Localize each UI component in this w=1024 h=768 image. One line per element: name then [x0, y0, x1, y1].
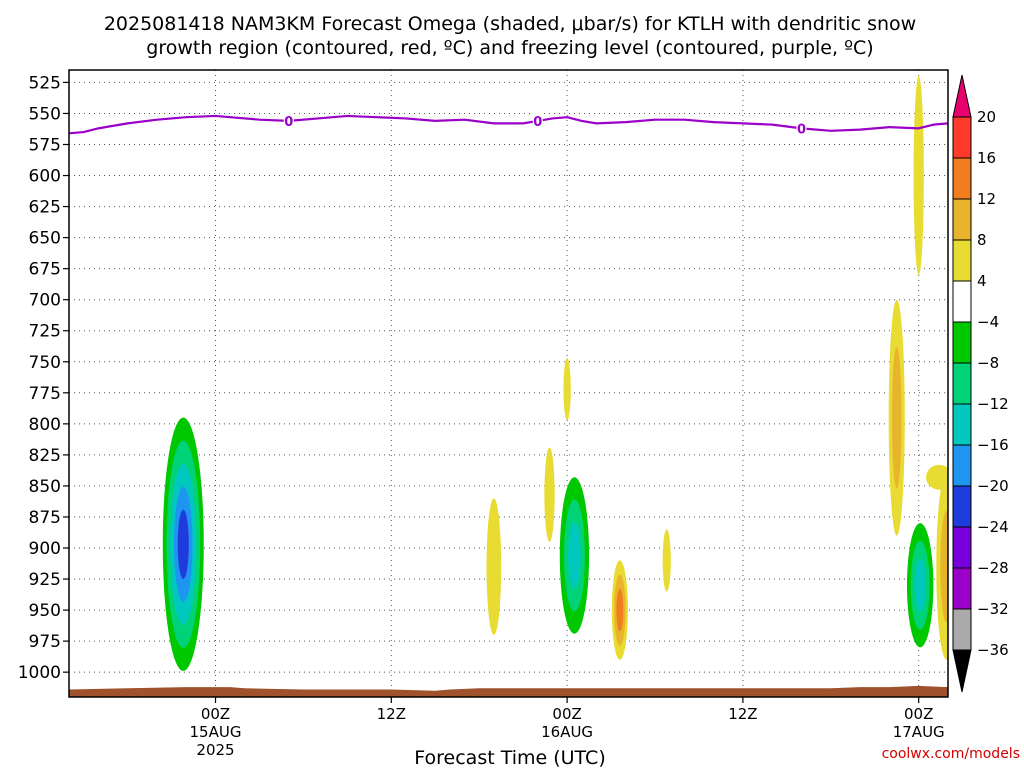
y-tick-label: 625 — [29, 198, 61, 218]
y-tick-label: 875 — [29, 508, 61, 528]
omega-field — [162, 76, 948, 671]
y-tick-label: 650 — [29, 229, 61, 249]
x-tick-label: 2025 — [196, 741, 234, 759]
colorbar-segment — [952, 321, 972, 364]
colorbar-segment — [952, 362, 972, 405]
y-tick-label: 850 — [29, 477, 61, 497]
colorbar-segment — [952, 403, 972, 446]
x-tick-label: 15AUG — [190, 723, 242, 741]
colorbar-tick-label: −20 — [977, 477, 1009, 495]
x-tick-label: 00Z — [904, 705, 933, 723]
freezing-label-bg — [532, 112, 543, 129]
freezing-level-line — [69, 114, 948, 135]
chart-title-line2: growth region (contoured, red, ºC) and f… — [146, 37, 873, 59]
colorbar-tick-label: 4 — [977, 272, 987, 290]
y-tick-label: 725 — [29, 322, 61, 342]
y-tick-label: 800 — [29, 415, 61, 435]
colorbar-tick-label: −32 — [977, 600, 1009, 618]
colorbar-tick-label: −8 — [977, 354, 999, 372]
y-tick-label: 825 — [29, 446, 61, 466]
y-axis: 525 550 575 600 625 650 675 700 725 750 775 800 825 8… — [18, 73, 69, 683]
y-tick-label: 775 — [29, 384, 61, 404]
colorbar-segment — [952, 116, 972, 159]
colorbar: 20 16 12 8 4 −4 −8 −12 −16 −20 −24 −28 −32 −36 — [952, 74, 1009, 693]
y-tick-label: 1000 — [18, 663, 61, 683]
colorbar-tick-label: 12 — [977, 190, 996, 208]
y-tick-label: 525 — [29, 73, 61, 93]
colorbar-tick-label: −16 — [977, 436, 1009, 454]
y-tick-label: 700 — [29, 291, 61, 311]
omega-contour — [662, 529, 671, 592]
colorbar-segment — [952, 485, 972, 528]
x-tick-label: 12Z — [377, 705, 406, 723]
omega-contour — [914, 558, 926, 612]
omega-contour — [616, 588, 624, 632]
omega-contour — [891, 346, 902, 489]
y-tick-label: 925 — [29, 570, 61, 590]
x-axis-label: Forecast Time (UTC) — [414, 747, 605, 768]
terrain-fill — [69, 685, 948, 697]
y-tick-label: 575 — [29, 135, 61, 155]
colorbar-tick-label: −28 — [977, 559, 1009, 577]
colorbar-segment — [952, 444, 972, 487]
freezing-level-label: 0 — [797, 122, 806, 137]
y-tick-label: 550 — [29, 104, 61, 124]
colorbar-segment — [952, 198, 972, 241]
omega-contour — [544, 447, 555, 542]
y-tick-label: 600 — [29, 167, 61, 187]
x-tick-label: 12Z — [728, 705, 757, 723]
omega-contour — [563, 358, 571, 421]
omega-contour — [177, 509, 189, 579]
colorbar-bottom-arrow — [952, 649, 972, 693]
chart-title-line1: 2025081418 NAM3KM Forecast Omega (shaded… — [104, 13, 916, 35]
colorbar-tick-label: −12 — [977, 395, 1009, 413]
colorbar-segment — [952, 608, 972, 651]
y-tick-label: 750 — [29, 353, 61, 373]
y-tick-label: 675 — [29, 260, 61, 280]
y-tick-label: 975 — [29, 632, 61, 652]
y-tick-label: 950 — [29, 601, 61, 621]
omega-contour — [486, 498, 502, 635]
omega-contour — [940, 510, 948, 623]
freezing-level-label: 0 — [533, 115, 542, 130]
colorbar-segment — [952, 239, 972, 282]
freezing-level-label: 0 — [284, 115, 293, 130]
colorbar-tick-label: 20 — [977, 108, 996, 126]
freezing-label-bg — [283, 112, 294, 129]
x-tick-label: 16AUG — [541, 723, 593, 741]
freezing-level: 0 0 0 — [69, 112, 948, 137]
colorbar-segment — [952, 567, 972, 610]
terrain — [69, 685, 948, 697]
omega-contour — [568, 521, 581, 589]
x-tick-label: 00Z — [201, 705, 230, 723]
credit-text[interactable]: coolwx.com/models — [882, 746, 1020, 762]
colorbar-tick-label: 16 — [977, 149, 996, 167]
colorbar-tick-label: −36 — [977, 641, 1009, 659]
x-tick-label: 00Z — [552, 705, 581, 723]
omega-contour — [926, 464, 948, 490]
colorbar-segment — [952, 157, 972, 200]
freezing-label-bg — [796, 120, 807, 137]
colorbar-segment — [952, 280, 972, 323]
x-tick-label: 17AUG — [893, 723, 945, 741]
colorbar-tick-label: −4 — [977, 313, 999, 331]
y-tick-label: 900 — [29, 539, 61, 559]
colorbar-tick-label: −24 — [977, 518, 1009, 536]
plot-frame — [68, 69, 949, 698]
omega-contour — [913, 76, 924, 275]
colorbar-segment — [952, 526, 972, 569]
colorbar-top-arrow — [952, 74, 972, 118]
colorbar-tick-label: 8 — [977, 231, 987, 249]
